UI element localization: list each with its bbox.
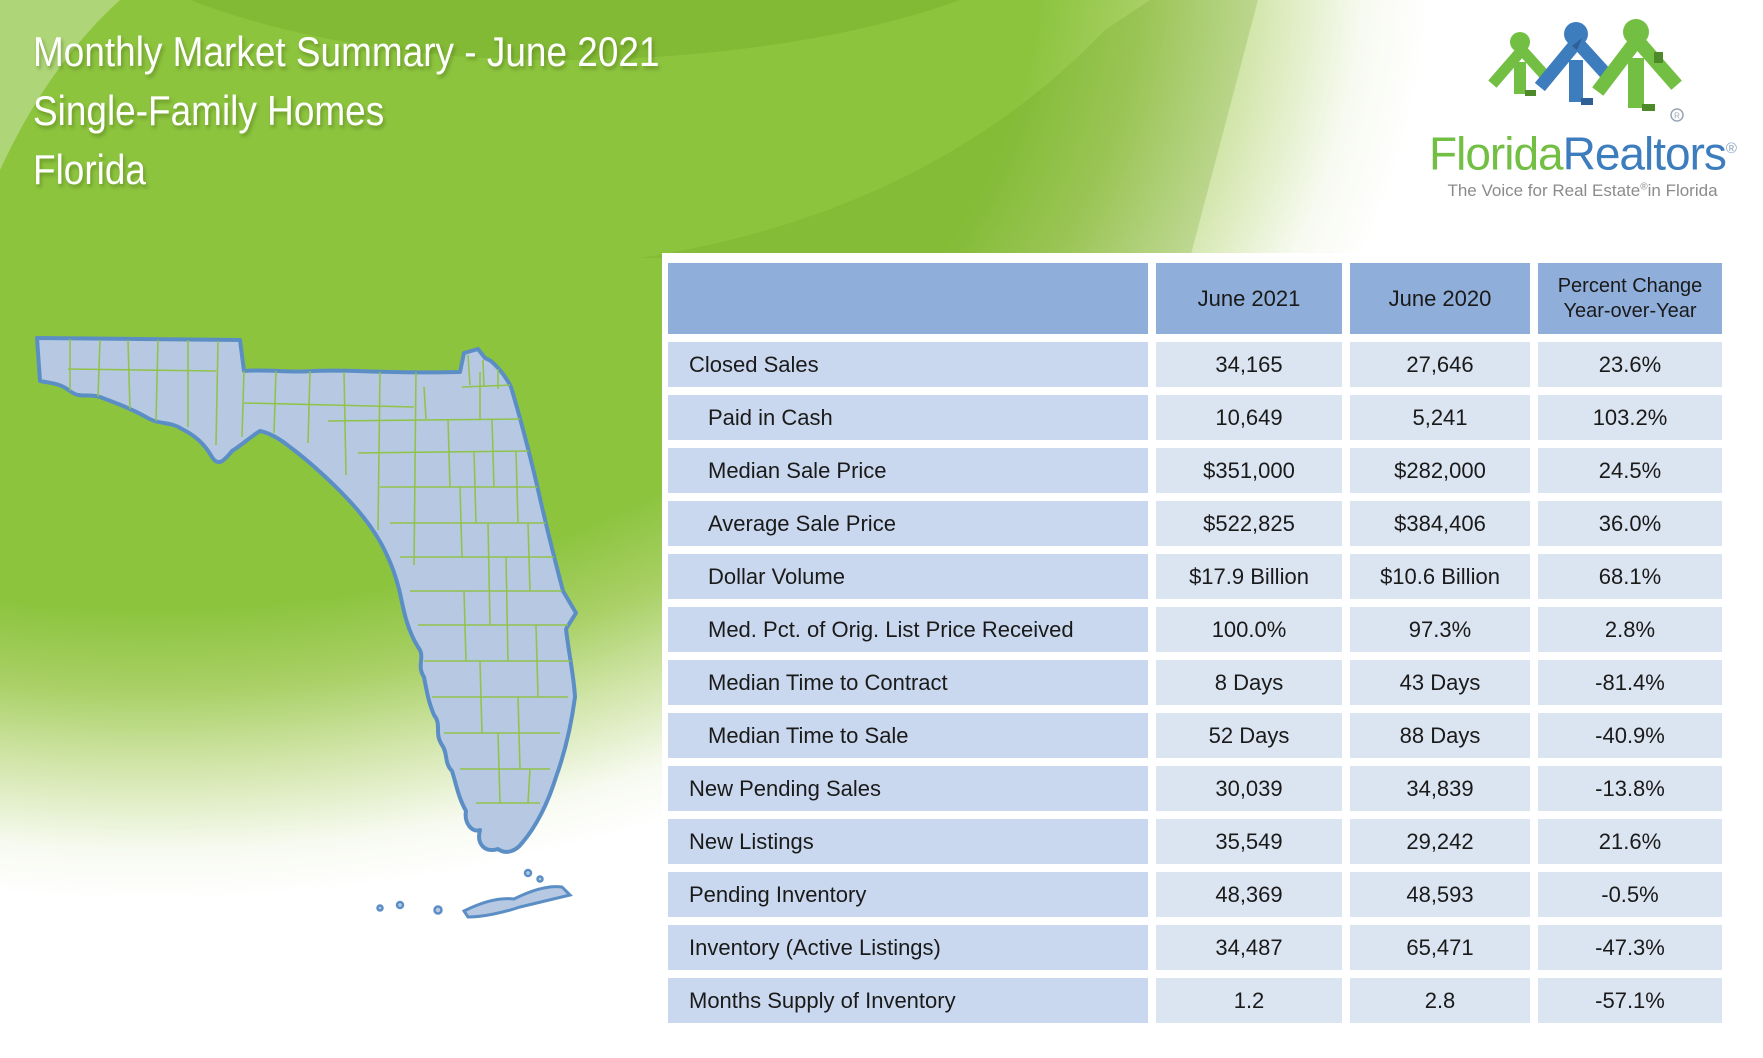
report-title: Monthly Market Summary - June 2021 Singl…: [33, 22, 660, 199]
percent-change-line-1: Percent Change: [1557, 274, 1703, 297]
value-percent-change: -81.4%: [1538, 660, 1722, 705]
value-percent-change: 68.1%: [1538, 554, 1722, 599]
tagline-registered-mark: ®: [1640, 181, 1648, 193]
metric-label-cell: Average Sale Price: [668, 501, 1148, 546]
metric-label-cell: Median Sale Price: [668, 448, 1148, 493]
people-houses-icon: R: [1488, 19, 1684, 122]
col-header-june-2020: June 2020: [1350, 263, 1530, 334]
value-june-2021: $351,000: [1156, 448, 1342, 493]
title-line-3: Florida: [33, 146, 146, 193]
metric-label: Median Time to Sale: [708, 722, 909, 748]
value-june-2020: 29,242: [1350, 819, 1530, 864]
svg-text:R: R: [1674, 112, 1680, 121]
metric-label: Average Sale Price: [708, 510, 896, 536]
metric-label-cell: Paid in Cash: [668, 395, 1148, 440]
metric-label-cell: Median Time to Sale: [668, 713, 1148, 758]
title-line-1: Monthly Market Summary - June 2021: [33, 28, 660, 75]
brand-registered-mark: ®: [1725, 140, 1737, 157]
value-percent-change: 24.5%: [1538, 448, 1722, 493]
metric-label-cell: New Pending Sales: [668, 766, 1148, 811]
value-percent-change: -40.9%: [1538, 713, 1722, 758]
metric-label: Pending Inventory: [689, 881, 867, 907]
metric-label-cell: Months Supply of Inventory: [668, 978, 1148, 1023]
metric-label: Dollar Volume: [708, 563, 845, 589]
value-june-2020: 34,839: [1350, 766, 1530, 811]
value-june-2020: 2.8: [1350, 978, 1530, 1023]
metric-label-cell: Inventory (Active Listings): [668, 925, 1148, 970]
metric-label: Median Time to Contract: [708, 669, 948, 695]
value-june-2021: 100.0%: [1156, 607, 1342, 652]
metric-label: Paid in Cash: [708, 404, 833, 430]
florida-realtors-logo: R FloridaRealtors® The Voice for Real Es…: [1420, 16, 1745, 201]
title-line-2: Single-Family Homes: [33, 87, 385, 134]
value-june-2021: 52 Days: [1156, 713, 1342, 758]
value-june-2021: $522,825: [1156, 501, 1342, 546]
value-june-2020: $282,000: [1350, 448, 1530, 493]
value-percent-change: -47.3%: [1538, 925, 1722, 970]
col-header-metric: [668, 263, 1148, 334]
metric-label: New Listings: [689, 828, 814, 854]
value-percent-change: 2.8%: [1538, 607, 1722, 652]
value-june-2020: $10.6 Billion: [1350, 554, 1530, 599]
value-june-2020: 27,646: [1350, 342, 1530, 387]
metric-label: Inventory (Active Listings): [689, 934, 941, 960]
brand-realtors-text: Realtors: [1562, 127, 1727, 180]
value-percent-change: 23.6%: [1538, 342, 1722, 387]
county-boundaries: [67, 339, 573, 804]
value-june-2021: 34,165: [1156, 342, 1342, 387]
metric-label: Med. Pct. of Orig. List Price Received: [708, 616, 1074, 642]
value-june-2020: 43 Days: [1350, 660, 1530, 705]
value-june-2021: 34,487: [1156, 925, 1342, 970]
metric-label-cell: Median Time to Contract: [668, 660, 1148, 705]
value-june-2021: 8 Days: [1156, 660, 1342, 705]
florida-keys: [376, 868, 573, 919]
value-june-2021: 1.2: [1156, 978, 1342, 1023]
value-june-2020: 5,241: [1350, 395, 1530, 440]
table-white-backdrop: [662, 253, 1763, 1058]
metric-label: New Pending Sales: [689, 775, 882, 801]
metric-label-cell: Pending Inventory: [668, 872, 1148, 917]
tagline-pre: The Voice for Real Estate: [1447, 181, 1641, 201]
value-june-2020: 97.3%: [1350, 607, 1530, 652]
metric-label: Months Supply of Inventory: [689, 987, 956, 1013]
value-percent-change: -13.8%: [1538, 766, 1722, 811]
florida-county-map: [28, 325, 578, 925]
metric-label-cell: Closed Sales: [668, 342, 1148, 387]
value-june-2020: 65,471: [1350, 925, 1530, 970]
value-percent-change: 36.0%: [1538, 501, 1722, 546]
value-june-2021: $17.9 Billion: [1156, 554, 1342, 599]
col-header-percent-change: Percent Change Year-over-Year: [1538, 263, 1722, 334]
metric-label-cell: Dollar Volume: [668, 554, 1148, 599]
value-june-2021: 48,369: [1156, 872, 1342, 917]
value-percent-change: 103.2%: [1538, 395, 1722, 440]
value-june-2021: 35,549: [1156, 819, 1342, 864]
col-header-june-2021: June 2021: [1156, 263, 1342, 334]
value-percent-change: 21.6%: [1538, 819, 1722, 864]
metric-label-cell: Med. Pct. of Orig. List Price Received: [668, 607, 1148, 652]
brand-tagline: The Voice for Real Estate®in Florida: [1420, 181, 1745, 201]
value-june-2021: 30,039: [1156, 766, 1342, 811]
tagline-post: in Florida: [1647, 181, 1718, 201]
brand-wordmark: FloridaRealtors®: [1420, 124, 1745, 178]
metric-label: Median Sale Price: [708, 457, 887, 483]
value-percent-change: -0.5%: [1538, 872, 1722, 917]
value-percent-change: -57.1%: [1538, 978, 1722, 1023]
value-june-2021: 10,649: [1156, 395, 1342, 440]
percent-change-line-2: Year-over-Year: [1563, 299, 1697, 322]
value-june-2020: $384,406: [1350, 501, 1530, 546]
value-june-2020: 88 Days: [1350, 713, 1530, 758]
metric-label: Closed Sales: [689, 351, 819, 377]
market-summary-table: June 2021 June 2020 Percent Change Year-…: [668, 263, 1722, 1023]
brand-florida-text: Florida: [1429, 127, 1564, 180]
value-june-2020: 48,593: [1350, 872, 1530, 917]
metric-label-cell: New Listings: [668, 819, 1148, 864]
